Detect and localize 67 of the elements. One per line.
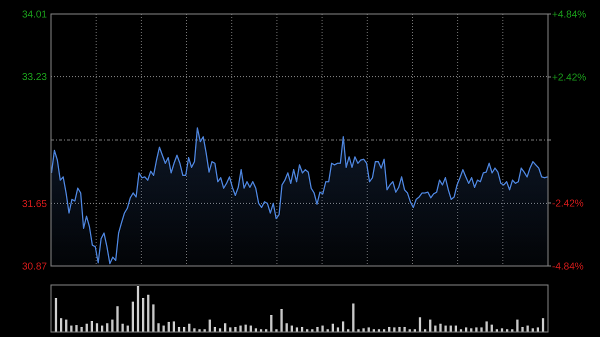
- bar: [347, 329, 350, 332]
- bar: [414, 329, 416, 332]
- bar: [372, 329, 375, 332]
- bar: [454, 326, 458, 332]
- bar: [306, 329, 308, 332]
- bar: [265, 329, 268, 332]
- bar: [224, 323, 226, 332]
- bar: [311, 329, 314, 332]
- bar: [485, 321, 488, 332]
- bar: [208, 320, 211, 332]
- bar: [326, 329, 329, 332]
- bar: [152, 304, 155, 332]
- bar: [60, 318, 62, 332]
- bar: [388, 326, 390, 332]
- bar: [86, 324, 88, 332]
- bar: [332, 324, 334, 332]
- bar: [250, 326, 252, 332]
- bar: [80, 326, 83, 332]
- bar: [90, 320, 94, 332]
- bar: [434, 326, 437, 332]
- y-tick-label: 31.65: [22, 198, 48, 210]
- y-tick-label: 30.87: [22, 262, 48, 272]
- bar: [182, 326, 186, 332]
- bar: [168, 322, 170, 332]
- bar: [424, 329, 426, 332]
- bar: [106, 323, 108, 332]
- bar: [464, 327, 468, 332]
- bar: [496, 329, 498, 332]
- bar: [121, 324, 124, 332]
- bar: [475, 327, 478, 332]
- bar: [229, 327, 232, 332]
- bar: [70, 326, 73, 332]
- y2-tick-label: +4.84%: [552, 10, 586, 20]
- bar: [290, 326, 293, 332]
- y-tick-label: 33.23: [22, 72, 48, 84]
- y-tick-label: 34.01: [22, 10, 48, 20]
- bar: [126, 326, 129, 332]
- bar: [444, 326, 447, 332]
- bar: [65, 320, 68, 332]
- bar: [172, 321, 176, 332]
- bar: [132, 302, 134, 332]
- bar: [162, 326, 165, 332]
- bar: [516, 320, 519, 332]
- bar: [393, 327, 396, 332]
- bar: [403, 326, 406, 332]
- bar: [286, 323, 288, 332]
- bar: [270, 314, 272, 332]
- y2-tick-label: -2.42%: [552, 198, 584, 210]
- bar: [244, 324, 247, 332]
- bar: [147, 294, 150, 332]
- bar: [111, 320, 114, 332]
- bar: [429, 320, 432, 332]
- bar: [368, 327, 370, 332]
- bar: [142, 298, 144, 332]
- bar: [526, 326, 529, 332]
- bar: [536, 327, 540, 332]
- bar: [511, 329, 514, 332]
- bar: [490, 324, 493, 332]
- bar: [352, 303, 354, 332]
- y2-tick-label: +2.42%: [552, 72, 586, 84]
- bar: [100, 326, 104, 332]
- bar: [506, 329, 508, 332]
- y2-tick-label: -4.84%: [552, 262, 584, 272]
- bar: [204, 329, 206, 332]
- bar: [408, 329, 411, 332]
- bar: [188, 324, 190, 332]
- bar: [450, 326, 452, 332]
